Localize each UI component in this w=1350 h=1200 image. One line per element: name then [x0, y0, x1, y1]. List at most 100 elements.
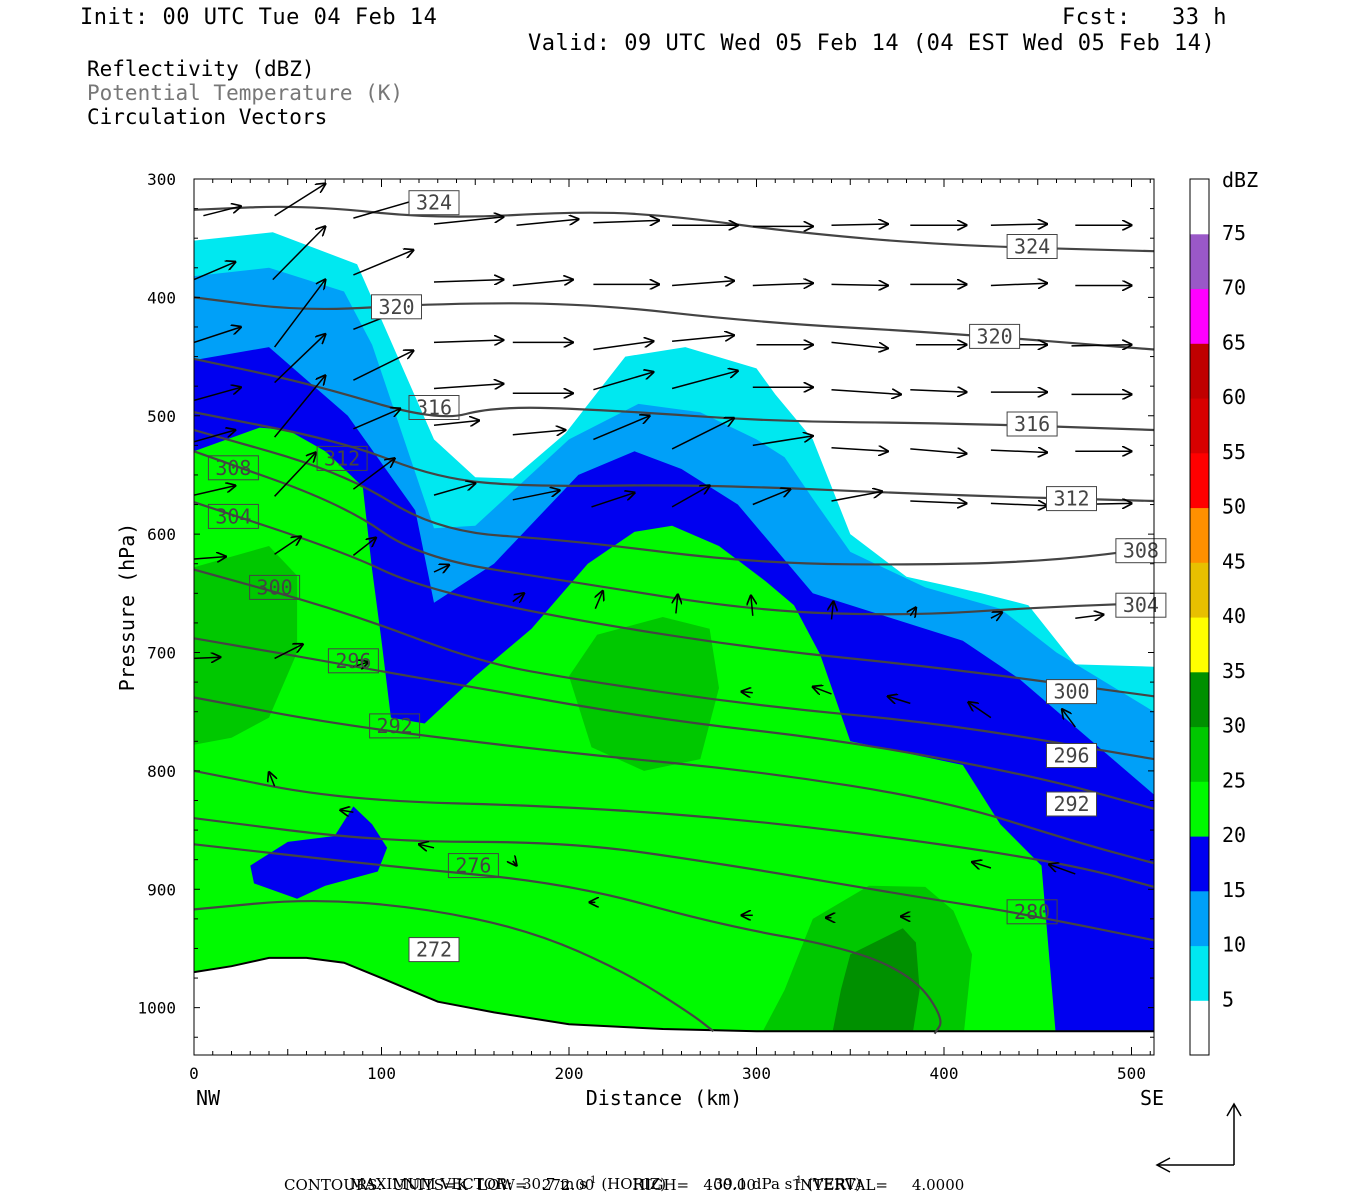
- x-tick-label: 400: [930, 1064, 959, 1083]
- circulation-vector: [353, 199, 419, 219]
- circulation-vector: [910, 390, 966, 392]
- x-tick-label: 100: [367, 1064, 396, 1083]
- max-vector-vert-tag: (VERT): [806, 1175, 862, 1193]
- contour-label-box: [1115, 538, 1167, 564]
- x-axis-label: Distance (km): [586, 1086, 743, 1110]
- theta-contour: [194, 637, 1154, 810]
- colorbar-level-label: 25: [1222, 768, 1246, 792]
- colorbar-level-label: 10: [1222, 933, 1246, 957]
- circulation-vector: [672, 335, 734, 342]
- terrain-fill: [194, 957, 1154, 1055]
- circulation-vector: [194, 486, 235, 496]
- terrain-line: [194, 956, 1154, 1033]
- circulation-vector: [340, 810, 354, 812]
- circulation-vector: [274, 644, 303, 660]
- colorbar-level-label: 45: [1222, 549, 1246, 573]
- colorbar-segment: [1190, 945, 1209, 1001]
- contour-label: 300: [1053, 680, 1089, 704]
- colorbar-unit-label: dBZ: [1222, 168, 1258, 192]
- colorbar-segment: [1190, 617, 1209, 673]
- circulation-vector: [832, 602, 834, 620]
- circulation-vector: [831, 341, 888, 348]
- colorbar-level-label: 15: [1222, 878, 1246, 902]
- circulation-vector: [595, 591, 603, 609]
- colorbar-segment: [1190, 398, 1209, 454]
- colorbar-level-label: 40: [1222, 604, 1246, 628]
- circulation-vector: [831, 448, 888, 452]
- circulation-vector: [512, 430, 566, 435]
- contour-label: 324: [1014, 235, 1050, 259]
- contour-label: 272: [416, 938, 452, 962]
- x-right-end-label: SE: [1140, 1086, 1164, 1110]
- circulation-vector: [752, 436, 813, 447]
- circulation-vector: [676, 595, 678, 614]
- colorbar-level-label: 70: [1222, 276, 1246, 300]
- colorbar-segment: [1190, 288, 1209, 344]
- circulation-vector: [831, 492, 883, 502]
- forecast-hour: Fcst: 33 h: [1062, 5, 1227, 30]
- circulation-vector: [1075, 615, 1103, 619]
- contour-label-box: [408, 937, 460, 963]
- circulation-vector: [671, 371, 738, 390]
- theta-contour: [194, 296, 1154, 351]
- circulation-vector: [274, 334, 326, 384]
- circulation-vector: [512, 280, 573, 287]
- contour-label: 292: [1053, 792, 1089, 816]
- circulation-vector: [194, 557, 226, 559]
- circulation-vector: [990, 612, 1002, 618]
- colorbar-level-label: 65: [1222, 330, 1246, 354]
- contour-label-box: [1046, 791, 1097, 817]
- plot-frame: [193, 178, 1155, 1056]
- contour-label-box: [207, 455, 259, 481]
- contour-label-box: [408, 190, 460, 216]
- colorbar-segment: [1190, 179, 1209, 235]
- max-vector-line: MAXIMUM VECTOR: 30.7 m s-1 (HORIZ) 39.1 …: [349, 1175, 862, 1193]
- theta-contour: [194, 501, 1154, 698]
- reflectivity-region: [831, 928, 920, 1038]
- theta-contour: [194, 843, 942, 1035]
- colorbar-level-label: 35: [1222, 659, 1246, 683]
- circulation-vector: [433, 421, 479, 426]
- circulation-vector: [272, 226, 326, 281]
- field-reflectivity-label: Reflectivity (dBZ): [87, 57, 315, 81]
- y-tick-label: 900: [147, 880, 176, 899]
- circulation-vector: [274, 280, 326, 348]
- circulation-vector: [274, 376, 326, 438]
- reference-vector-icon: [1155, 1102, 1242, 1173]
- contour-label: 292: [377, 714, 413, 738]
- colorbar-segment: [1190, 562, 1209, 618]
- circulation-vector: [990, 503, 1047, 505]
- circulation-vector: [433, 280, 503, 282]
- colorbar-level-label: 60: [1222, 385, 1246, 409]
- circulation-vector: [593, 341, 653, 351]
- circulation-vector: [831, 284, 888, 285]
- contour-label: 316: [416, 396, 452, 420]
- colorbar-segment: [1190, 1000, 1209, 1056]
- circulation-vector: [831, 224, 888, 225]
- contour-label: 312: [1053, 487, 1089, 511]
- max-vector-horiz: 30.7 m s: [521, 1175, 587, 1193]
- circulation-vector: [990, 283, 1047, 285]
- circulation-vector: [419, 844, 435, 848]
- theta-contour: [194, 568, 1154, 761]
- y-axis-label: Pressure (hPa): [115, 523, 139, 692]
- circulation-vector: [353, 409, 400, 430]
- contour-label-box: [408, 395, 460, 420]
- reflectivity-region: [569, 617, 719, 771]
- theta-contour: [194, 899, 715, 1033]
- max-vector-vert: 39.1 dPa s: [713, 1175, 793, 1193]
- circulation-vector: [513, 861, 517, 866]
- circulation-vector: [433, 483, 475, 496]
- circulation-vector: [1062, 709, 1076, 728]
- contour-label: 296: [1053, 744, 1089, 768]
- circulation-vector: [433, 340, 503, 342]
- circulation-vector: [352, 458, 394, 490]
- circulation-vector: [671, 486, 710, 508]
- circulation-vector: [972, 862, 992, 868]
- colorbar-segment: [1190, 781, 1209, 837]
- contour-label: 324: [416, 191, 452, 215]
- contour-label: 280: [1014, 900, 1050, 924]
- theta-contour: [194, 428, 1154, 566]
- contour-label-box: [207, 503, 259, 529]
- circulation-vector: [1049, 864, 1076, 875]
